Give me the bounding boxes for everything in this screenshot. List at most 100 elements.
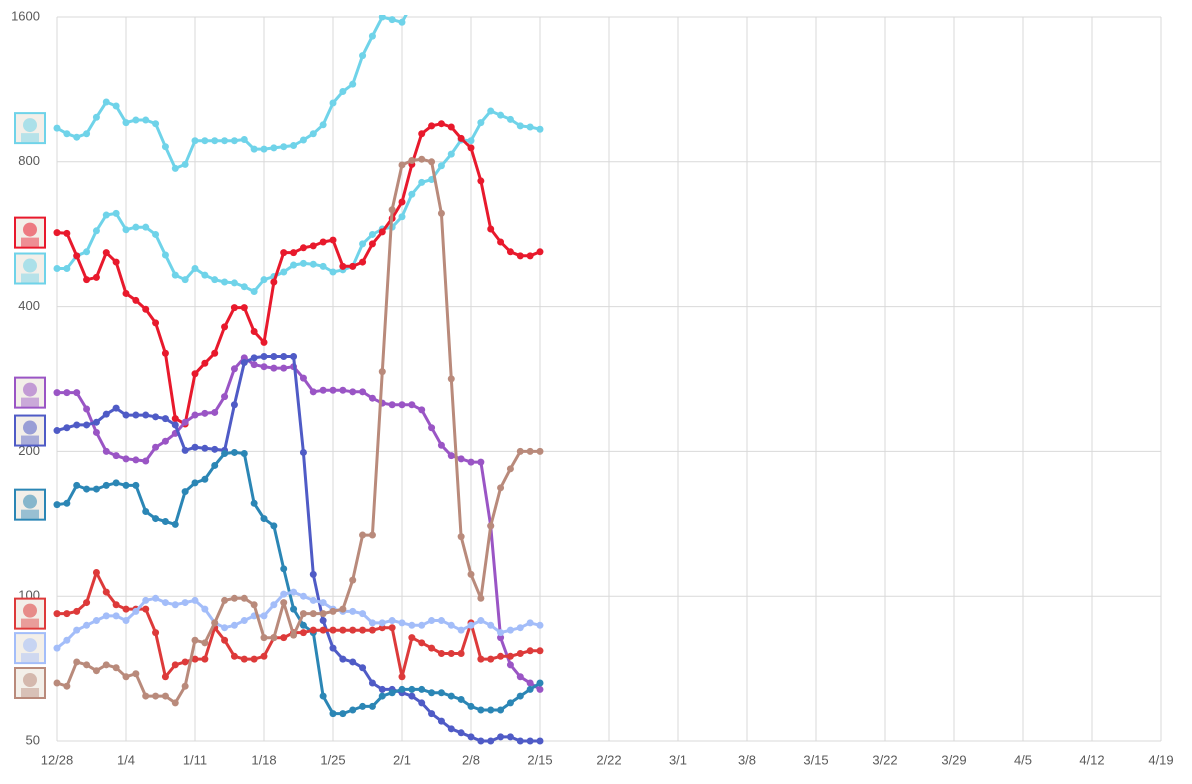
data-point (506, 699, 514, 707)
data-point (63, 389, 71, 397)
data-point (92, 485, 100, 493)
series-icon-face (23, 603, 37, 618)
data-point (63, 265, 71, 273)
data-point (408, 685, 416, 693)
data-point (201, 475, 209, 483)
data-point (309, 570, 317, 578)
x-tick-label: 3/15 (803, 752, 828, 767)
data-point (290, 353, 298, 361)
data-point (181, 488, 189, 496)
data-point (201, 444, 209, 452)
series-icon-face (23, 382, 37, 397)
data-point (92, 428, 100, 436)
data-point (260, 353, 268, 361)
data-point (83, 621, 91, 629)
y-tick-label: 800 (18, 153, 40, 168)
data-point (83, 661, 91, 669)
data-point (260, 515, 268, 523)
series-icon-body (21, 653, 39, 663)
data-point (309, 260, 317, 268)
data-point (63, 636, 71, 644)
data-point (398, 213, 406, 221)
data-point (477, 119, 485, 127)
data-point (349, 658, 357, 666)
y-tick-label: 1600 (11, 8, 40, 23)
data-point (132, 223, 140, 231)
data-point (447, 692, 455, 700)
data-point (536, 621, 544, 629)
data-point (447, 621, 455, 629)
data-point (359, 258, 367, 266)
data-point (250, 361, 258, 369)
data-point (260, 363, 268, 371)
data-point (536, 447, 544, 455)
data-point (506, 661, 514, 669)
data-point (83, 248, 91, 256)
data-point (398, 673, 406, 681)
data-point (359, 531, 367, 539)
data-point (171, 164, 179, 172)
data-point (359, 52, 367, 60)
data-point (112, 452, 120, 460)
series-icon-face (23, 118, 37, 133)
data-point (319, 626, 327, 634)
data-point (418, 699, 426, 707)
data-point (447, 150, 455, 158)
data-point (191, 370, 199, 378)
data-point (260, 634, 268, 642)
data-point (181, 446, 189, 454)
data-point (467, 570, 475, 578)
data-point (536, 647, 544, 655)
data-point (280, 364, 288, 372)
data-point (339, 655, 347, 663)
data-point (270, 522, 278, 530)
data-point (250, 601, 258, 609)
data-point (142, 305, 150, 313)
data-point (378, 624, 386, 632)
data-point (152, 515, 160, 523)
data-point (516, 673, 524, 681)
data-point (171, 661, 179, 669)
data-point (92, 418, 100, 426)
x-tick-label: 2/22 (596, 752, 621, 767)
data-point (408, 621, 416, 629)
data-point (63, 130, 71, 138)
data-point (408, 190, 416, 198)
data-point (270, 601, 278, 609)
data-point (280, 634, 288, 642)
data-point (221, 393, 229, 401)
data-point (299, 244, 307, 252)
data-point (221, 624, 229, 632)
data-point (191, 137, 199, 145)
series-line (56, 355, 540, 743)
data-point (457, 455, 465, 463)
data-point (497, 629, 505, 637)
data-point (171, 271, 179, 279)
data-point (230, 279, 238, 287)
data-point (447, 375, 455, 383)
series-icon-face (23, 494, 37, 509)
data-point (378, 228, 386, 236)
data-point (408, 692, 416, 700)
series-icon-body (21, 237, 39, 247)
data-point (122, 617, 130, 625)
data-point (398, 161, 406, 169)
data-point (270, 364, 278, 372)
data-point (181, 599, 189, 607)
data-point (211, 349, 219, 357)
data-point (171, 601, 179, 609)
data-point (290, 605, 298, 613)
data-point (221, 323, 229, 331)
data-point (240, 359, 248, 367)
data-point (221, 137, 229, 145)
data-point (359, 626, 367, 634)
data-point (181, 418, 189, 426)
data-point (260, 145, 268, 153)
data-point (398, 685, 406, 693)
data-point (437, 441, 445, 449)
data-point (280, 590, 288, 598)
y-tick-label: 400 (18, 298, 40, 313)
data-point (161, 517, 169, 525)
data-point (447, 123, 455, 131)
data-point (270, 144, 278, 152)
